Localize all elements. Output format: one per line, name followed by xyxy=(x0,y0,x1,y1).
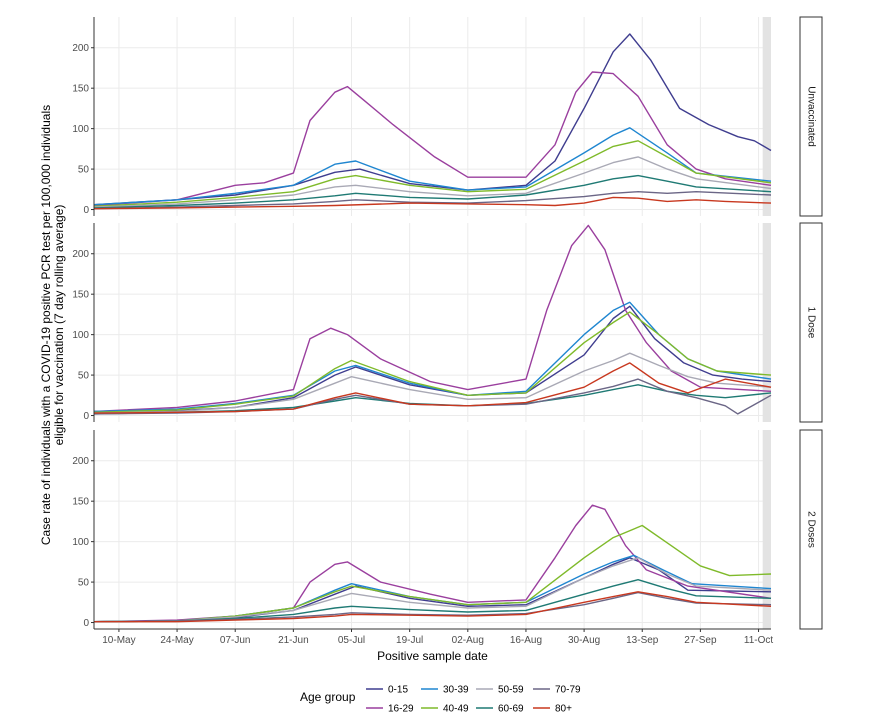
y-tick-label: 150 xyxy=(72,497,89,508)
series-line-30-39 xyxy=(93,127,772,206)
panel-background xyxy=(94,17,771,216)
facet-strip xyxy=(799,222,823,423)
series-line-80+ xyxy=(94,591,772,623)
panels-layer: 0 50 100 150 200 Unvaccinated 0 50 100 150 200 1 Do… xyxy=(72,16,823,630)
series-line-50-59 xyxy=(93,156,772,208)
series-line-40-49 xyxy=(93,524,772,623)
incomplete-data-shading xyxy=(762,430,771,629)
series-line-70-79 xyxy=(93,191,772,210)
legend-label-40-49: 40-49 xyxy=(443,704,469,715)
x-tick-label: 30-Aug xyxy=(568,635,600,646)
x-tick-label: 16-Aug xyxy=(510,635,542,646)
y-tick-label: 200 xyxy=(72,43,89,54)
series-line-40-49 xyxy=(93,140,772,207)
series-line-60-69 xyxy=(93,579,772,623)
legend-label-16-29: 16-29 xyxy=(388,704,414,715)
legend-label-0-15: 0-15 xyxy=(388,685,408,696)
x-axis: 10-May 24-May 07-Jun 21-Jun 05-Jul 19-Jul 02-A… xyxy=(94,628,773,646)
facet-strip-label: 2 Doses xyxy=(805,511,816,548)
series-line-60-69 xyxy=(93,174,772,209)
y-tick-label: 50 xyxy=(78,578,90,589)
facet-strip-label: Unvaccinated xyxy=(805,86,816,147)
y-tick-label: 0 xyxy=(83,618,89,629)
y-tick-label: 200 xyxy=(72,249,89,260)
y-tick-label: 50 xyxy=(78,371,90,382)
y-axis-title-line-2: eligible for vaccination (7 day rolling … xyxy=(52,205,66,446)
legend-label-50-59: 50-59 xyxy=(498,685,524,696)
x-tick-label: 27-Sep xyxy=(684,635,717,646)
y-axis-title-line-1: Case rate of individuals with a COVID-19… xyxy=(39,105,53,545)
legend-label-30-39: 30-39 xyxy=(443,685,469,696)
y-tick-label: 200 xyxy=(72,456,89,467)
x-tick-label: 13-Sep xyxy=(626,635,659,646)
incomplete-data-shading xyxy=(762,17,771,216)
series-line-16-29 xyxy=(93,224,772,413)
legend: Age group 0-15 16-29 30-39 40-49 50-59 60-69 7… xyxy=(300,685,581,715)
x-tick-label: 10-May xyxy=(102,635,135,646)
facet-strip-label: 1 Dose xyxy=(805,307,816,339)
x-tick-label: 07-Jun xyxy=(220,635,251,646)
series-line-50-59 xyxy=(93,557,772,623)
panel-2: 0 50 100 150 200 2 Doses xyxy=(72,429,823,630)
y-tick-label: 0 xyxy=(83,205,89,216)
legend-label-70-79: 70-79 xyxy=(555,685,581,696)
series-line-50-59 xyxy=(93,352,772,414)
facet-strip xyxy=(799,16,823,217)
y-tick-label: 150 xyxy=(72,84,89,95)
x-tick-label: 02-Aug xyxy=(452,635,484,646)
x-tick-label: 05-Jul xyxy=(338,635,365,646)
series-line-80+ xyxy=(93,196,772,210)
x-axis-title: Positive sample date xyxy=(377,649,488,663)
series-line-16-29 xyxy=(93,71,772,207)
incomplete-data-shading xyxy=(762,223,771,422)
legend-title: Age group xyxy=(300,690,356,704)
panel-1: 0 50 100 150 200 1 Dose xyxy=(72,222,823,423)
facet-strip xyxy=(799,429,823,630)
y-tick-label: 0 xyxy=(83,411,89,422)
x-tick-label: 24-May xyxy=(160,635,193,646)
series-line-40-49 xyxy=(93,311,772,413)
y-tick-label: 50 xyxy=(78,165,90,176)
panel-0: 0 50 100 150 200 Unvaccinated xyxy=(72,16,823,217)
x-tick-label: 19-Jul xyxy=(396,635,423,646)
legend-label-80+: 80+ xyxy=(555,704,572,715)
y-tick-label: 100 xyxy=(72,330,89,341)
y-tick-label: 100 xyxy=(72,537,89,548)
y-tick-label: 100 xyxy=(72,124,89,135)
legend-label-60-69: 60-69 xyxy=(498,704,524,715)
y-tick-label: 150 xyxy=(72,290,89,301)
x-tick-label: 11-Oct xyxy=(744,635,773,646)
x-tick-label: 21-Jun xyxy=(278,635,309,646)
series-line-80+ xyxy=(93,362,772,414)
series-line-70-79 xyxy=(93,591,772,623)
